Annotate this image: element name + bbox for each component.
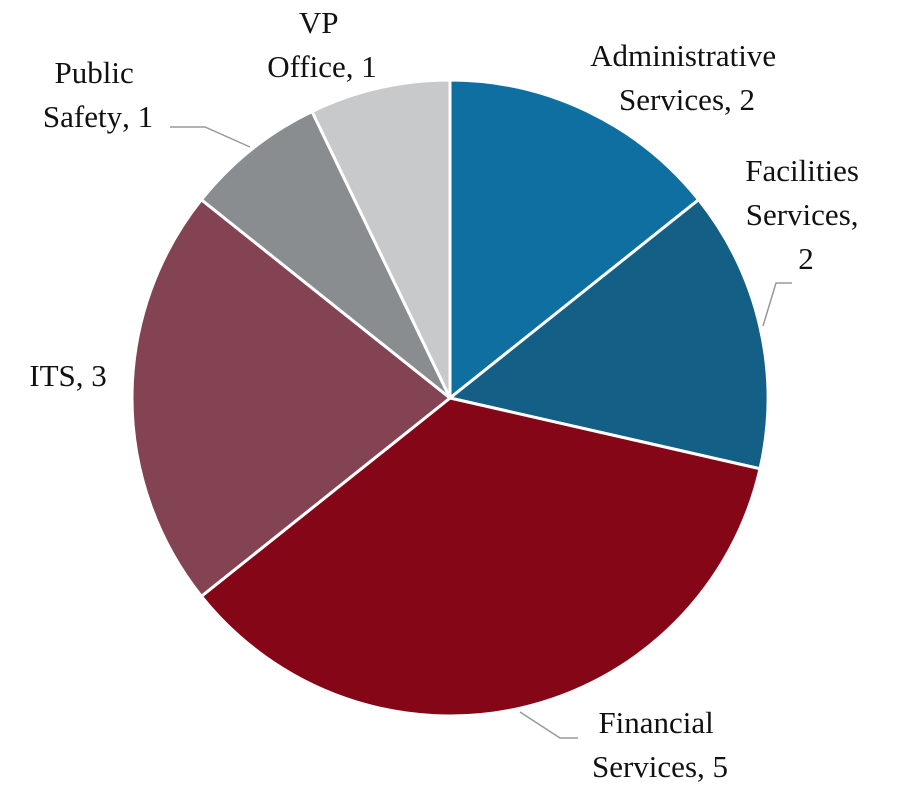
data-label: 2 (740, 82, 756, 117)
category-label: ITS (29, 358, 76, 393)
category-label: VP Office (267, 5, 346, 84)
label-separator: , (76, 358, 92, 393)
data-label: 1 (361, 49, 377, 84)
category-label: Administrative Services (590, 38, 784, 117)
label-separator: , (346, 49, 362, 84)
data-label: 2 (798, 241, 814, 276)
label-separator: , (697, 749, 713, 784)
category-label: Facilities Services (745, 153, 866, 232)
data-label: 3 (91, 358, 107, 393)
leader-line (762, 282, 792, 327)
leader-line (170, 126, 251, 148)
data-label: 5 (713, 749, 729, 784)
pie-slice (446, 197, 770, 471)
pie-slice (130, 197, 453, 599)
label-separator: , (724, 82, 740, 117)
pie-slice (199, 396, 762, 718)
pie-slice (310, 78, 452, 399)
category-label: Public Safety (43, 55, 142, 134)
pie-slice (199, 109, 452, 400)
category-label: Financial Services (592, 705, 722, 784)
data-label: 1 (138, 99, 154, 134)
pie-slice (448, 78, 701, 402)
label-separator: , (851, 197, 867, 232)
label-separator: , (122, 99, 138, 134)
leader-line (519, 711, 578, 739)
